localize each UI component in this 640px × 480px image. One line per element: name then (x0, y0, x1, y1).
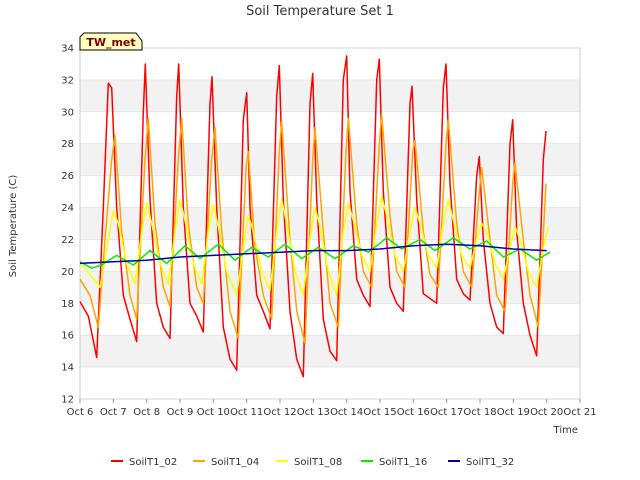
legend-label: SoilT1_16 (379, 457, 427, 468)
legend: SoilT1_02 SoilT1_04 SoilT1_08 SoilT1_16 Soil… (111, 457, 514, 468)
x-tick-label: Oct 18 (463, 407, 496, 418)
y-tick-label: 32 (61, 75, 74, 86)
x-axis: Oct 6 Oct 7 Oct 8 Oct 9 Oct 10 Oct 11 Oct 12 Oc… (67, 399, 597, 418)
legend-item: SoilT1_02 (111, 457, 177, 468)
series-lines (79, 55, 551, 378)
plot-band (80, 175, 580, 208)
y-tick-label: 26 (61, 171, 74, 182)
y-axis-label: Soil Temperature (C) (8, 175, 19, 278)
chart-title: Soil Temperature Set 1 (246, 4, 394, 19)
plot-band (80, 143, 580, 176)
y-tick-label: 24 (61, 203, 74, 214)
x-tick-label: Oct 17 (430, 407, 463, 418)
plot-band (80, 79, 580, 112)
x-tick-label: Oct 11 (230, 407, 263, 418)
legend-item: SoilT1_16 (361, 457, 427, 468)
y-tick-label: 12 (61, 395, 74, 406)
x-tick-label: Oct 14 (330, 407, 363, 418)
plot-band (80, 48, 580, 80)
x-tick-label: Oct 19 (497, 407, 530, 418)
x-tick-label: Oct 20 (530, 407, 563, 418)
x-tick-label: Oct 9 (167, 407, 194, 418)
legend-label: SoilT1_04 (211, 457, 259, 468)
series-line-soilt1-04 (79, 114, 547, 344)
x-tick-label: Oct 15 (363, 407, 396, 418)
x-tick-label: Oct 10 (197, 407, 230, 418)
legend-label: SoilT1_08 (294, 457, 342, 468)
x-tick-label: Oct 21 (563, 407, 596, 418)
plot-band (80, 207, 580, 240)
series-line-soilt1-32 (79, 243, 547, 265)
station-badge: TW_met (79, 32, 143, 51)
legend-label: SoilT1_02 (129, 457, 177, 468)
legend-label: SoilT1_32 (466, 457, 514, 468)
y-tick-label: 16 (61, 331, 74, 342)
y-tick-label: 22 (61, 235, 74, 246)
series-line-soilt1-16 (79, 237, 551, 269)
y-tick-label: 30 (61, 107, 74, 118)
y-tick-label: 20 (61, 267, 74, 278)
x-tick-label: Oct 16 (397, 407, 430, 418)
y-tick-label: 18 (61, 299, 74, 310)
x-tick-label: Oct 13 (297, 407, 330, 418)
x-tick-label: Oct 8 (133, 407, 160, 418)
y-tick-label: 34 (61, 44, 74, 55)
legend-item: SoilT1_08 (276, 457, 342, 468)
x-tick-label: Oct 6 (67, 407, 94, 418)
x-tick-label: Oct 12 (263, 407, 296, 418)
legend-item: SoilT1_32 (448, 457, 514, 468)
plot-band (80, 111, 580, 144)
plot-band (80, 367, 580, 399)
series-line-soilt1-08 (79, 195, 550, 297)
y-tick-label: 28 (61, 139, 74, 150)
x-tick-label: Oct 7 (100, 407, 127, 418)
station-badge-label: TW_met (86, 36, 135, 49)
x-axis-label: Time (553, 425, 578, 436)
legend-item: SoilT1_04 (193, 457, 259, 468)
y-tick-label: 14 (61, 363, 74, 374)
plot-band (80, 303, 580, 336)
